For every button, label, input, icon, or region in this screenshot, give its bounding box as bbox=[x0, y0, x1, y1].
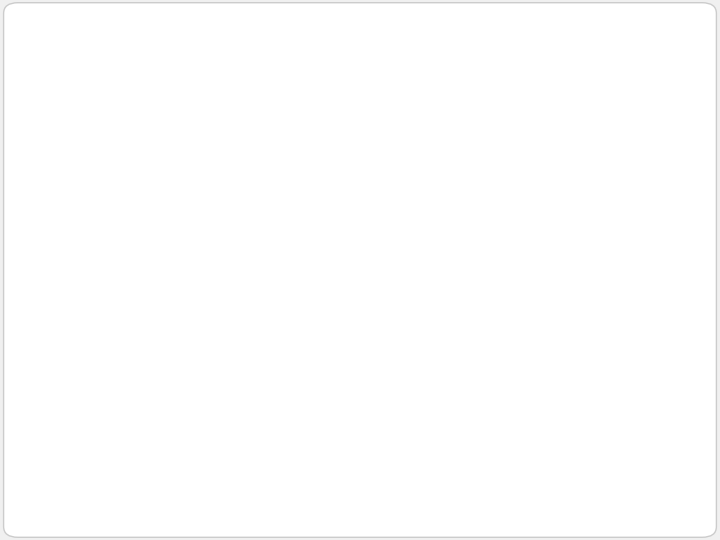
Text: Normal fault: Normal fault bbox=[233, 283, 384, 306]
Text: Caused by tensional forces: Caused by tensional forces bbox=[260, 413, 564, 434]
Text: Dip-slip fault: Dip-slip fault bbox=[168, 217, 323, 240]
Text: •: • bbox=[243, 316, 257, 336]
Text: •: • bbox=[243, 413, 257, 433]
Text: •: • bbox=[215, 283, 230, 307]
Text: Prevalent at spreading centers: Prevalent at spreading centers bbox=[260, 380, 608, 402]
Text: •: • bbox=[154, 217, 168, 240]
Text: Types of faults: Types of faults bbox=[154, 179, 360, 206]
Text: ↵: ↵ bbox=[188, 250, 203, 268]
Text: Associated with fault-block mountains: Associated with fault-block mountains bbox=[260, 348, 690, 370]
Text: Types of dip-slip faults: Types of dip-slip faults bbox=[204, 250, 411, 268]
Text: Hanging wall block moves down: Hanging wall block moves down bbox=[260, 316, 626, 339]
Text: ❖: ❖ bbox=[129, 179, 154, 207]
Text: •: • bbox=[243, 348, 257, 368]
Text: •: • bbox=[243, 380, 257, 400]
Text: Faults: Faults bbox=[135, 102, 307, 151]
